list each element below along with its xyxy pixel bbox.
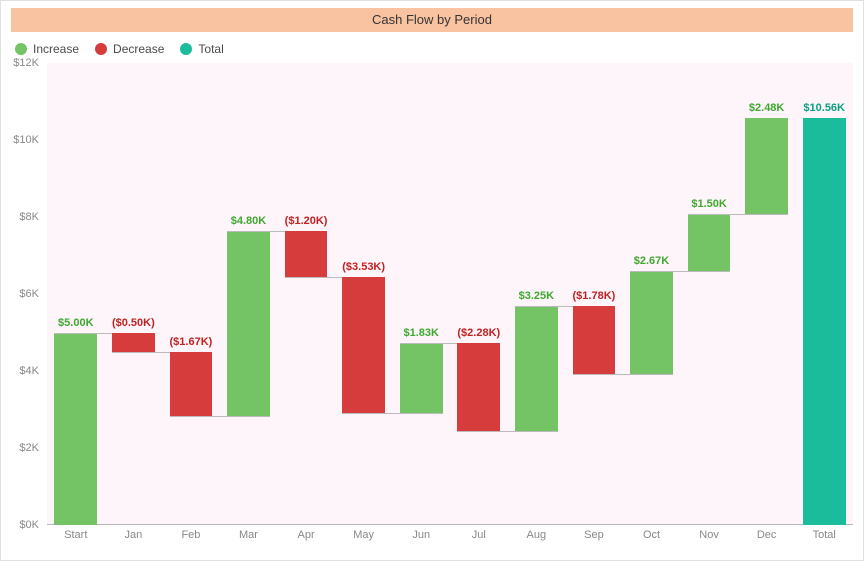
- waterfall-bar: [227, 231, 270, 416]
- bar-value-label: $4.80K: [231, 215, 266, 227]
- waterfall-bar: [342, 277, 385, 413]
- legend-dot-icon: [95, 43, 107, 55]
- y-tick-label: $12K: [13, 57, 39, 69]
- x-tick-label: Jun: [412, 529, 430, 541]
- bar-value-label: ($3.53K): [342, 261, 385, 273]
- legend-dot-icon: [180, 43, 192, 55]
- bar-value-label: $2.67K: [634, 255, 669, 267]
- y-tick-label: $6K: [19, 288, 39, 300]
- bar-value-label: $1.83K: [403, 327, 438, 339]
- chart-title: Cash Flow by Period: [11, 8, 853, 32]
- waterfall-bar: [285, 231, 328, 277]
- bar-value-label: ($2.28K): [457, 327, 500, 339]
- y-tick-label: $2K: [19, 442, 39, 454]
- x-tick-label: Start: [64, 529, 87, 541]
- x-tick-label: Nov: [699, 529, 719, 541]
- waterfall-bar: [170, 352, 213, 416]
- x-tick-label: Sep: [584, 529, 604, 541]
- connector-line: [630, 271, 730, 272]
- bar-value-label: $2.48K: [749, 102, 784, 114]
- bar-value-label: $5.00K: [58, 317, 93, 329]
- waterfall-bar: [515, 306, 558, 431]
- bar-value-label: $10.56K: [803, 102, 845, 114]
- connector-line: [573, 374, 673, 375]
- waterfall-bar: [745, 118, 788, 213]
- legend-label: Decrease: [113, 42, 164, 56]
- y-tick-label: $10K: [13, 134, 39, 146]
- x-tick-label: Jul: [472, 529, 486, 541]
- x-tick-label: Feb: [181, 529, 200, 541]
- bar-value-label: ($1.67K): [170, 336, 213, 348]
- bar-value-label: ($0.50K): [112, 317, 155, 329]
- waterfall-chart: Cash Flow by Period Increase Decrease Tota…: [0, 0, 864, 561]
- y-tick-label: $0K: [19, 519, 39, 531]
- waterfall-bar: [400, 343, 443, 413]
- plot-area: $5.00K ($0.50K) ($1.67K) $4.80K ($1.20K) ($3.…: [47, 63, 853, 525]
- x-tick-label: Mar: [239, 529, 258, 541]
- bar-value-label: $3.25K: [519, 290, 554, 302]
- x-tick-label: Aug: [527, 529, 547, 541]
- bar-value-label: $1.50K: [691, 198, 726, 210]
- legend-dot-icon: [15, 43, 27, 55]
- legend-item: Increase: [15, 42, 79, 56]
- y-tick-label: $8K: [19, 211, 39, 223]
- bar-value-label: ($1.78K): [573, 290, 616, 302]
- x-tick-label: Jan: [124, 529, 142, 541]
- connector-line: [688, 214, 788, 215]
- waterfall-bar: [688, 214, 731, 272]
- waterfall-bar: [630, 271, 673, 374]
- legend-label: Total: [198, 42, 223, 56]
- y-axis-labels: $0K$2K$4K$6K$8K$10K$12K: [1, 63, 43, 525]
- legend-item: Decrease: [95, 42, 164, 56]
- legend-item: Total: [180, 42, 223, 56]
- chart-legend: Increase Decrease Total: [15, 39, 234, 59]
- x-tick-label: Apr: [298, 529, 315, 541]
- waterfall-bar: [803, 118, 846, 525]
- x-tick-label: May: [353, 529, 374, 541]
- waterfall-bar: [573, 306, 616, 375]
- waterfall-bar: [54, 333, 97, 526]
- connector-line: [170, 416, 270, 417]
- connector-line: [342, 413, 442, 414]
- legend-label: Increase: [33, 42, 79, 56]
- x-tick-label: Dec: [757, 529, 777, 541]
- x-tick-label: Oct: [643, 529, 660, 541]
- x-tick-label: Total: [813, 529, 836, 541]
- connector-line: [457, 431, 557, 432]
- bar-value-label: ($1.20K): [285, 215, 328, 227]
- y-tick-label: $4K: [19, 365, 39, 377]
- waterfall-bar: [457, 343, 500, 431]
- waterfall-bar: [112, 333, 155, 352]
- x-axis-labels: Start Jan Feb Mar Apr May Jun Jul Aug Sep Oct Nov De…: [47, 529, 853, 549]
